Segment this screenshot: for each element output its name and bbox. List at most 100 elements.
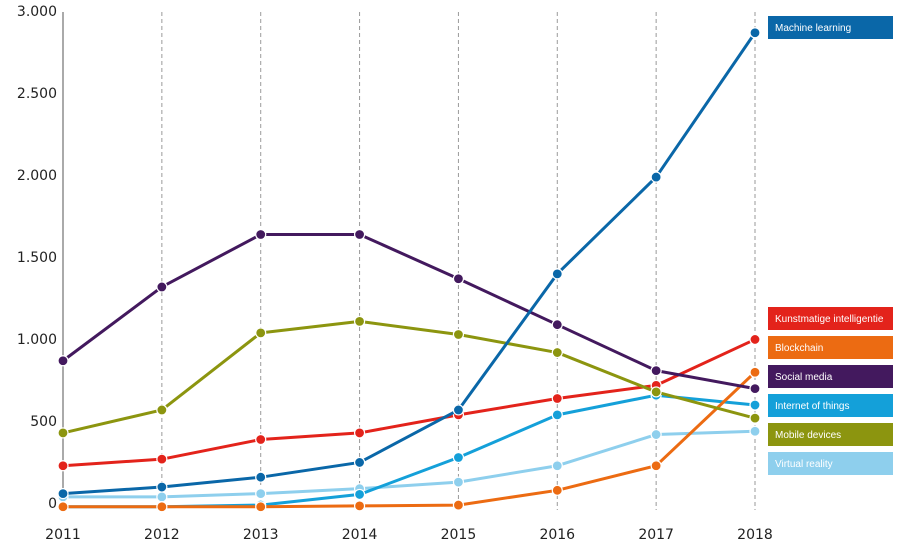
data-point-blockchain (156, 501, 168, 513)
series-line-mobile-devices (61, 319, 757, 435)
y-tick-label: 0 (48, 496, 57, 512)
series-line-kunstmatige-intelligentie (61, 337, 757, 468)
data-point-virtual-reality (650, 428, 662, 441)
x-tick-label: 2016 (539, 527, 575, 543)
legend-label-machine-learning: Machine learning (775, 23, 851, 34)
legend-item-machine-learning: Machine learning (768, 16, 893, 39)
legend-label-virtual-reality: Virtual reality (775, 459, 833, 470)
series-mobile-devices (57, 315, 761, 439)
data-point-machine-learning (749, 27, 761, 39)
data-point-blockchain (255, 501, 267, 513)
data-point-blockchain (452, 499, 465, 511)
y-tick-label: 1.500 (17, 250, 57, 266)
data-point-virtual-reality (551, 460, 563, 472)
data-point-kunstmatige-intelligentie (156, 453, 168, 465)
y-tick-label: 2.500 (17, 86, 57, 102)
legend: Machine learning Kunstmatige intelligenti… (768, 16, 893, 475)
series-line-social-media (61, 232, 757, 391)
data-point-kunstmatige-intelligentie (749, 333, 761, 346)
legend-item-internet-of-things: Internet of things (768, 394, 893, 417)
data-point-mobile-devices (156, 404, 168, 416)
data-point-machine-learning (57, 488, 69, 500)
series-kunstmatige-intelligentie (57, 333, 761, 472)
y-tick-label: 2.000 (17, 168, 57, 184)
data-point-mobile-devices (749, 412, 761, 424)
legend-label-blockchain: Blockchain (775, 343, 823, 354)
x-tick-label: 2014 (342, 527, 378, 543)
series-lines (57, 27, 761, 513)
data-point-machine-learning (650, 171, 662, 183)
data-point-social-media (353, 228, 366, 241)
data-point-social-media (255, 228, 267, 241)
data-point-blockchain (551, 484, 563, 496)
data-point-internet-of-things (452, 451, 465, 464)
series-blockchain (57, 366, 761, 513)
data-point-kunstmatige-intelligentie (551, 392, 563, 405)
data-point-social-media (650, 365, 662, 377)
data-point-mobile-devices (57, 427, 69, 439)
data-point-internet-of-things (551, 409, 563, 421)
y-axis-ticks: 0 500 1.000 1.500 2.000 2.500 3.000 (17, 4, 57, 512)
x-tick-label: 2013 (243, 527, 279, 543)
data-point-mobile-devices (353, 315, 366, 327)
x-axis-ticks: 2011 2012 2013 2014 2015 2016 2017 2018 (45, 527, 773, 543)
data-point-machine-learning (255, 471, 267, 483)
data-point-machine-learning (156, 481, 168, 493)
legend-item-blockchain: Blockchain (768, 336, 893, 359)
data-point-internet-of-things (749, 399, 761, 411)
x-tick-label: 2011 (45, 527, 81, 543)
data-point-social-media (749, 383, 761, 395)
y-tick-label: 3.000 (17, 4, 57, 20)
series-social-media (57, 228, 761, 395)
data-point-internet-of-things (353, 488, 366, 501)
legend-label-social-media: Social media (775, 372, 833, 383)
legend-swatch-internet-of-things (768, 394, 893, 417)
series-machine-learning (57, 27, 761, 500)
data-point-kunstmatige-intelligentie (353, 427, 366, 439)
data-point-social-media (551, 319, 563, 331)
legend-swatch-mobile-devices (768, 423, 893, 446)
legend-swatch-social-media (768, 365, 893, 388)
data-point-virtual-reality (156, 491, 168, 503)
data-point-blockchain (749, 366, 761, 378)
data-point-blockchain (353, 500, 366, 512)
legend-item-social-media: Social media (768, 365, 893, 388)
legend-label-mobile-devices: Mobile devices (775, 430, 841, 441)
x-tick-label: 2018 (737, 527, 773, 543)
legend-swatch-kunstmatige-intelligentie (768, 307, 893, 330)
series-line-machine-learning (61, 31, 757, 496)
data-point-mobile-devices (551, 346, 563, 359)
data-point-blockchain (650, 460, 662, 472)
legend-label-kunstmatige-intelligentie: Kunstmatige intelligentie (775, 314, 884, 325)
data-point-virtual-reality (255, 488, 267, 500)
y-tick-label: 500 (30, 414, 57, 430)
data-point-mobile-devices (650, 386, 662, 398)
data-point-machine-learning (353, 456, 366, 469)
series-line-blockchain (61, 370, 757, 509)
data-point-virtual-reality (749, 425, 761, 437)
x-tick-label: 2012 (144, 527, 180, 543)
data-point-virtual-reality (452, 476, 465, 488)
x-tick-label: 2015 (441, 527, 477, 543)
data-point-blockchain (57, 501, 69, 513)
legend-swatch-virtual-reality (768, 452, 893, 475)
legend-swatch-machine-learning (768, 16, 893, 39)
data-point-social-media (57, 355, 69, 367)
data-point-social-media (156, 281, 168, 293)
series-line-virtual-reality (61, 429, 757, 499)
data-point-machine-learning (551, 268, 563, 280)
x-tick-label: 2017 (638, 527, 674, 543)
data-point-kunstmatige-intelligentie (57, 460, 69, 472)
legend-item-virtual-reality: Virtual reality (768, 452, 893, 475)
data-point-social-media (452, 273, 465, 285)
legend-item-kunstmatige-intelligentie: Kunstmatige intelligentie (768, 307, 893, 330)
data-point-machine-learning (452, 404, 465, 416)
data-point-mobile-devices (255, 327, 267, 339)
legend-item-mobile-devices: Mobile devices (768, 423, 893, 446)
legend-label-internet-of-things: Internet of things (775, 401, 850, 412)
legend-swatch-blockchain (768, 336, 893, 359)
data-point-kunstmatige-intelligentie (255, 433, 267, 446)
data-point-mobile-devices (452, 328, 465, 341)
y-tick-label: 1.000 (17, 332, 57, 348)
